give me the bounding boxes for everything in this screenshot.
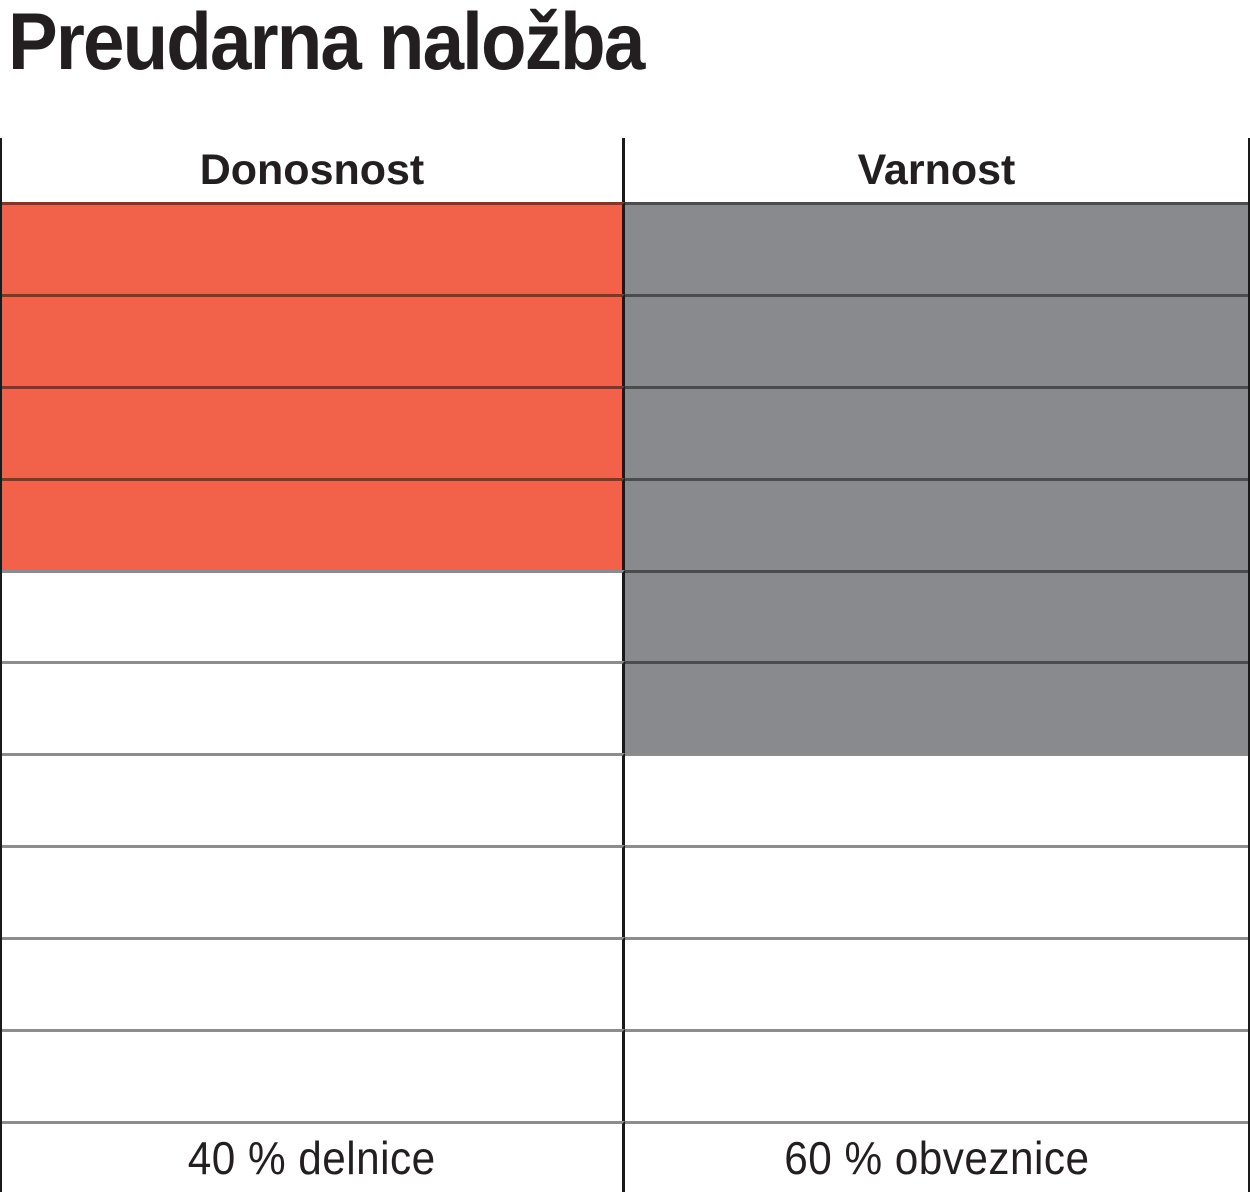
column-header-donosnost: Donosnost (2, 138, 625, 202)
varnost-cell-7 (625, 753, 1248, 846)
donosnost-cell-8 (2, 845, 625, 938)
varnost-cell-1 (625, 202, 1248, 294)
donosnost-cell-7 (2, 753, 625, 846)
donosnost-cell-2 (2, 293, 625, 386)
footer-label-delnice: 40 % delnice (2, 1120, 625, 1192)
varnost-cell-3 (625, 385, 1248, 478)
donosnost-cell-6 (2, 661, 625, 754)
donosnost-cell-5 (2, 569, 625, 662)
varnost-cell-5 (625, 569, 1248, 662)
varnost-cell-2 (625, 293, 1248, 386)
donosnost-cell-10 (2, 1029, 625, 1121)
donosnost-cell-9 (2, 937, 625, 1030)
footer-label-obveznice: 60 % obveznice (625, 1120, 1248, 1192)
varnost-cell-6 (625, 661, 1248, 754)
donosnost-cell-3 (2, 385, 625, 478)
page-title: Preudarna naložba (8, 0, 645, 87)
footer-label-obveznice-text: 60 % obveznice (783, 1131, 1090, 1184)
footer-label-delnice-text: 40 % delnice (188, 1131, 436, 1184)
varnost-cell-10 (625, 1029, 1248, 1121)
donosnost-cell-1 (2, 202, 625, 294)
allocation-table: Donosnost Varnost 40 % delnice 60 % obve… (0, 138, 1250, 1192)
varnost-cell-8 (625, 845, 1248, 938)
column-header-varnost: Varnost (857, 145, 1016, 194)
varnost-cell-4 (625, 477, 1248, 570)
donosnost-cell-4 (2, 477, 625, 570)
varnost-cell-9 (625, 937, 1248, 1030)
